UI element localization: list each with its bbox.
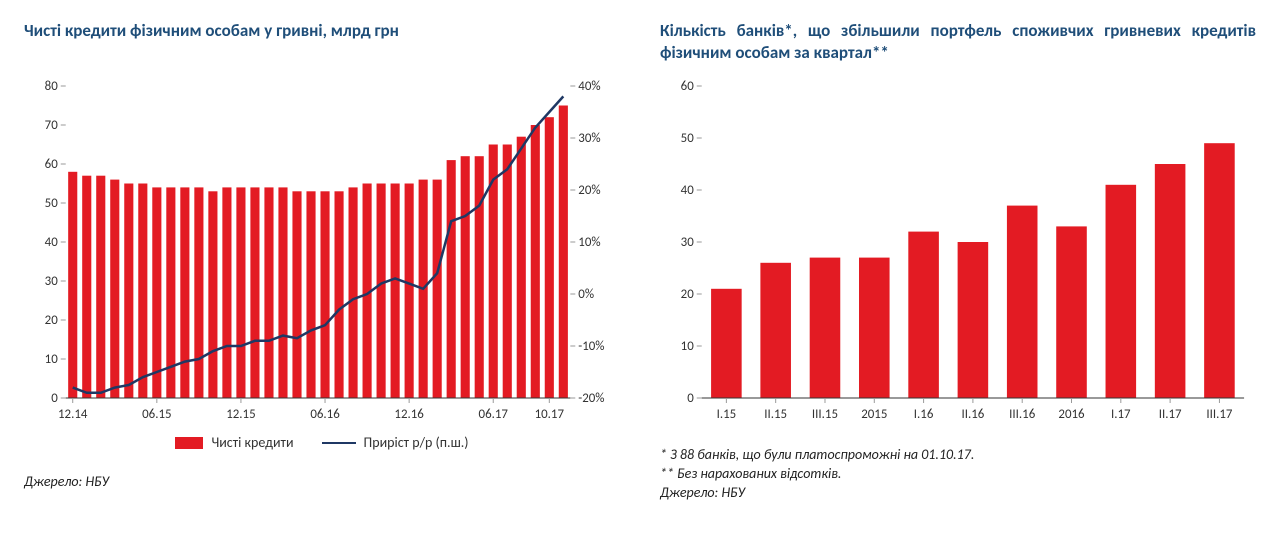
svg-text:-10%: -10%	[578, 339, 604, 354]
svg-text:60: 60	[681, 79, 695, 94]
svg-text:2015: 2015	[861, 407, 887, 422]
left-source: Джерело: НБУ	[24, 473, 620, 490]
svg-text:-20%: -20%	[578, 391, 604, 406]
svg-text:50: 50	[45, 196, 59, 211]
svg-text:40: 40	[681, 183, 695, 198]
left-chart-panel: Чисті кредити фізичним особам у гривні, …	[24, 20, 620, 503]
left-chart-title: Чисті кредити фізичним особам у гривні, …	[24, 20, 620, 64]
svg-text:0: 0	[51, 391, 58, 406]
svg-text:30%: 30%	[578, 131, 600, 146]
svg-text:10: 10	[45, 352, 59, 367]
bar-swatch-icon	[175, 437, 203, 449]
svg-text:30: 30	[681, 235, 695, 250]
svg-text:III.15: III.15	[812, 407, 838, 422]
right-chart: 0 10 20 30 40 50 60 I.15 II.15 III.15 2015 I.16 II.1…	[660, 78, 1256, 428]
legend-bar-label: Чисті кредити	[211, 434, 293, 451]
right-chart-title: Кількість банків*, що збільшили портфель…	[660, 20, 1256, 64]
left-chart: 0 10 20 30 40 50 60 70 80 -20% -10% 0% 10% 20% 30% 40% 1…	[24, 78, 620, 428]
svg-text:10: 10	[681, 339, 695, 354]
svg-text:40: 40	[45, 235, 59, 250]
left-chart-legend: Чисті кредити Приріст р/р (п.ш.)	[24, 434, 620, 451]
svg-text:10%: 10%	[578, 235, 600, 250]
svg-text:30: 30	[45, 274, 59, 289]
svg-text:I.17: I.17	[1111, 407, 1131, 422]
legend-item-line: Приріст р/р (п.ш.)	[322, 434, 469, 451]
svg-text:06.17: 06.17	[479, 407, 509, 422]
footnote-1: * З 88 банків, що були платоспроможні на…	[660, 446, 1256, 465]
right-footnotes: * З 88 банків, що були платоспроможні на…	[660, 446, 1256, 503]
svg-text:II.17: II.17	[1159, 407, 1182, 422]
svg-text:III.16: III.16	[1009, 407, 1036, 422]
svg-text:20%: 20%	[578, 183, 600, 198]
svg-text:40%: 40%	[578, 79, 600, 94]
svg-text:20: 20	[681, 287, 695, 302]
svg-text:II.16: II.16	[961, 407, 984, 422]
svg-text:2016: 2016	[1058, 407, 1085, 422]
svg-text:60: 60	[45, 157, 59, 172]
right-chart-panel: Кількість банків*, що збільшили портфель…	[660, 20, 1256, 503]
svg-text:0: 0	[687, 391, 694, 406]
svg-text:12.14: 12.14	[58, 407, 88, 422]
svg-text:06.16: 06.16	[310, 407, 340, 422]
line-swatch-icon	[322, 442, 356, 444]
footnote-2: ** Без нарахованих відсотків.	[660, 465, 1256, 484]
svg-text:I.16: I.16	[914, 407, 934, 422]
svg-text:0%: 0%	[578, 287, 594, 302]
svg-text:I.15: I.15	[717, 407, 737, 422]
legend-line-label: Приріст р/р (п.ш.)	[364, 434, 469, 451]
svg-text:II.15: II.15	[764, 407, 787, 422]
svg-text:06.15: 06.15	[142, 407, 171, 422]
svg-text:12.15: 12.15	[226, 407, 255, 422]
svg-text:12.16: 12.16	[394, 407, 424, 422]
svg-text:80: 80	[45, 79, 59, 94]
right-source: Джерело: НБУ	[660, 484, 1256, 503]
legend-item-bars: Чисті кредити	[175, 434, 293, 451]
svg-text:20: 20	[45, 313, 59, 328]
svg-text:50: 50	[681, 131, 695, 146]
svg-text:10.17: 10.17	[535, 407, 565, 422]
svg-text:70: 70	[45, 118, 59, 133]
svg-text:III.17: III.17	[1206, 407, 1233, 422]
